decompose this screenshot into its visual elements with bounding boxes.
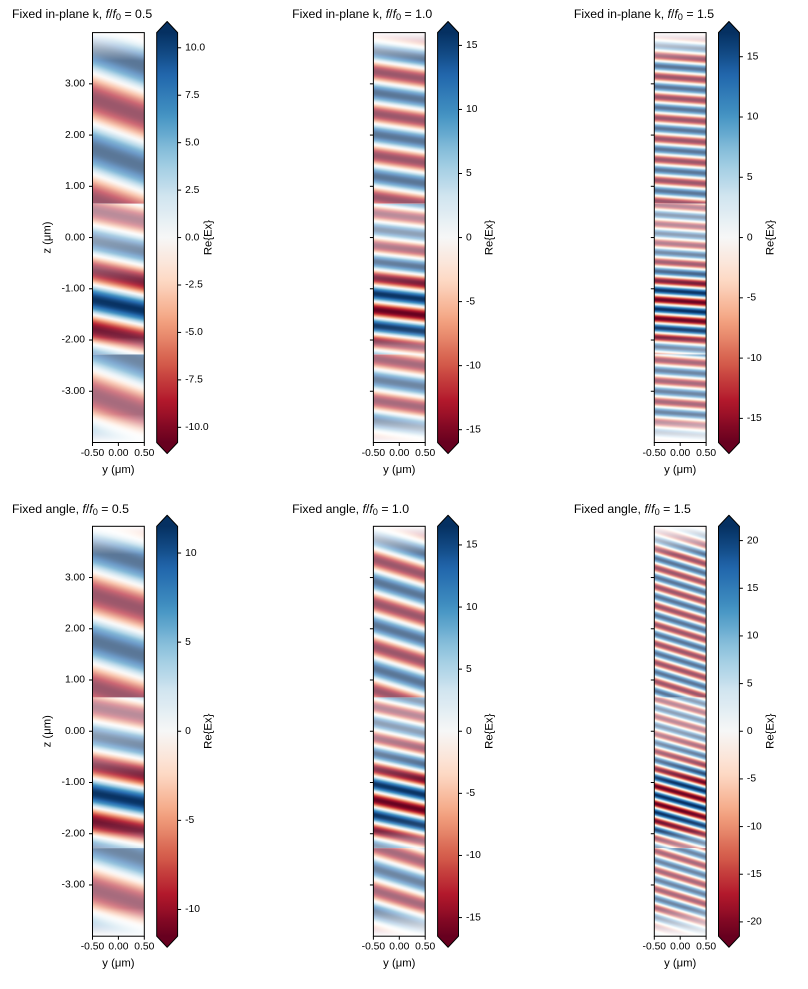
svg-text:5: 5 <box>747 172 753 183</box>
svg-text:y (μm): y (μm) <box>383 464 415 476</box>
svg-text:20: 20 <box>747 535 759 546</box>
svg-text:2.00: 2.00 <box>65 623 85 634</box>
svg-text:10.0: 10.0 <box>185 42 205 53</box>
svg-text:0.00: 0.00 <box>65 726 85 737</box>
svg-text:-5: -5 <box>466 788 475 799</box>
svg-text:-7.5: -7.5 <box>185 375 203 386</box>
svg-text:Re{Ex}: Re{Ex} <box>484 713 496 748</box>
svg-text:0.50: 0.50 <box>415 942 435 953</box>
svg-text:y (μm): y (μm) <box>664 464 696 476</box>
svg-text:-3.00: -3.00 <box>62 386 86 397</box>
svg-text:5.0: 5.0 <box>185 137 200 148</box>
svg-text:-5: -5 <box>747 293 756 304</box>
svg-text:-20: -20 <box>747 917 762 928</box>
svg-text:Fixed in-plane k, f/f0 = 1.0: Fixed in-plane k, f/f0 = 1.0 <box>292 7 432 22</box>
svg-text:y (μm): y (μm) <box>102 958 134 970</box>
svg-text:-5: -5 <box>747 774 756 785</box>
svg-text:y (μm): y (μm) <box>664 958 696 970</box>
svg-text:0.00: 0.00 <box>389 448 409 459</box>
svg-text:Fixed angle, f/f0 = 0.5: Fixed angle, f/f0 = 0.5 <box>12 502 129 517</box>
svg-text:Fixed in-plane k, f/f0 = 1.5: Fixed in-plane k, f/f0 = 1.5 <box>574 7 714 22</box>
svg-text:Re{Ex}: Re{Ex} <box>484 220 496 255</box>
svg-text:-15: -15 <box>466 424 481 435</box>
svg-text:-15: -15 <box>466 912 481 923</box>
svg-text:5: 5 <box>466 168 472 179</box>
svg-text:-0.50: -0.50 <box>643 448 667 459</box>
svg-text:-1.00: -1.00 <box>62 777 86 788</box>
svg-text:z (μm): z (μm) <box>42 715 54 747</box>
svg-text:-1.00: -1.00 <box>62 284 86 295</box>
svg-text:-2.00: -2.00 <box>62 828 86 839</box>
svg-text:-0.50: -0.50 <box>81 942 105 953</box>
svg-text:0: 0 <box>747 726 753 737</box>
svg-text:-15: -15 <box>747 869 762 880</box>
svg-text:Fixed angle, f/f0 = 1.5: Fixed angle, f/f0 = 1.5 <box>574 502 691 517</box>
svg-text:-0.50: -0.50 <box>362 942 386 953</box>
svg-text:5: 5 <box>747 678 753 689</box>
svg-text:10: 10 <box>185 548 197 559</box>
svg-text:0: 0 <box>466 232 472 243</box>
svg-text:Re{Ex}: Re{Ex} <box>764 220 776 255</box>
svg-text:-10: -10 <box>747 353 762 364</box>
svg-text:0.50: 0.50 <box>134 942 154 953</box>
svg-text:2.5: 2.5 <box>185 185 200 196</box>
svg-text:10: 10 <box>747 112 759 123</box>
svg-text:y (μm): y (μm) <box>102 464 134 476</box>
svg-text:-2.5: -2.5 <box>185 280 203 291</box>
svg-text:0.50: 0.50 <box>415 448 435 459</box>
svg-text:0.00: 0.00 <box>108 448 128 459</box>
svg-text:Fixed angle, f/f0 = 1.0: Fixed angle, f/f0 = 1.0 <box>292 502 409 517</box>
svg-text:-10.0: -10.0 <box>185 422 209 433</box>
svg-text:-0.50: -0.50 <box>81 448 105 459</box>
svg-text:15: 15 <box>747 583 759 594</box>
svg-text:7.5: 7.5 <box>185 90 200 101</box>
svg-text:15: 15 <box>747 51 759 62</box>
svg-text:5: 5 <box>185 637 191 648</box>
svg-text:0: 0 <box>747 232 753 243</box>
svg-text:-15: -15 <box>747 413 762 424</box>
svg-text:0.00: 0.00 <box>65 232 85 243</box>
svg-text:0.50: 0.50 <box>134 448 154 459</box>
svg-text:z (μm): z (μm) <box>42 221 54 253</box>
svg-text:-2.00: -2.00 <box>62 335 86 346</box>
svg-text:0: 0 <box>466 726 472 737</box>
svg-text:0.00: 0.00 <box>389 942 409 953</box>
svg-text:10: 10 <box>466 104 478 115</box>
svg-text:-5.0: -5.0 <box>185 327 203 338</box>
svg-text:0.0: 0.0 <box>185 232 200 243</box>
svg-text:1.00: 1.00 <box>65 675 85 686</box>
svg-text:1.00: 1.00 <box>65 181 85 192</box>
svg-text:-0.50: -0.50 <box>643 942 667 953</box>
svg-text:15: 15 <box>466 40 478 51</box>
svg-text:-10: -10 <box>185 904 200 915</box>
svg-text:15: 15 <box>466 540 478 551</box>
svg-text:10: 10 <box>466 602 478 613</box>
svg-text:Re{Ex}: Re{Ex} <box>764 713 776 748</box>
svg-text:-5: -5 <box>466 296 475 307</box>
svg-text:-5: -5 <box>185 815 194 826</box>
svg-text:Re{Ex}: Re{Ex} <box>203 220 215 255</box>
svg-text:-3.00: -3.00 <box>62 880 86 891</box>
svg-text:-10: -10 <box>466 360 481 371</box>
svg-text:-10: -10 <box>747 821 762 832</box>
svg-text:0.00: 0.00 <box>108 942 128 953</box>
svg-text:5: 5 <box>466 664 472 675</box>
svg-text:3.00: 3.00 <box>65 79 85 90</box>
svg-text:0: 0 <box>185 726 191 737</box>
svg-text:0.00: 0.00 <box>670 448 690 459</box>
svg-text:-10: -10 <box>466 850 481 861</box>
svg-text:0.00: 0.00 <box>670 942 690 953</box>
svg-text:Fixed in-plane k, f/f0 = 0.5: Fixed in-plane k, f/f0 = 0.5 <box>12 7 152 22</box>
svg-text:-0.50: -0.50 <box>362 448 386 459</box>
svg-text:y (μm): y (μm) <box>383 958 415 970</box>
svg-text:10: 10 <box>747 631 759 642</box>
svg-text:3.00: 3.00 <box>65 572 85 583</box>
svg-text:Re{Ex}: Re{Ex} <box>203 713 215 748</box>
svg-text:2.00: 2.00 <box>65 130 85 141</box>
svg-text:0.50: 0.50 <box>696 448 716 459</box>
svg-text:0.50: 0.50 <box>696 942 716 953</box>
